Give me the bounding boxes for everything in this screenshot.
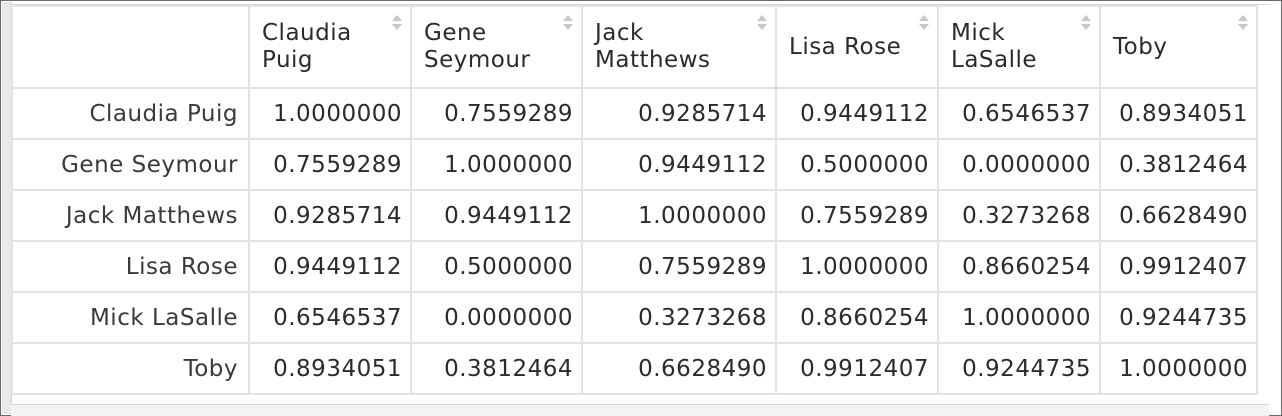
horizontal-scrollbar-track[interactable] <box>11 404 1269 416</box>
column-header-label: Lisa Rose <box>789 33 902 60</box>
row-header-cell: Claudia Puig <box>11 87 250 140</box>
header-row: Claudia Puig Gene Seymour Jack Matthews … <box>11 5 1258 89</box>
row-header-cell: Lisa Rose <box>11 240 250 293</box>
sort-arrows-icon[interactable] <box>919 15 929 33</box>
table-cell: 0.9244735 <box>1099 291 1258 344</box>
table-cell: 1.0000000 <box>410 138 583 191</box>
table-row: Claudia Puig 1.0000000 0.7559289 0.92857… <box>11 87 1258 140</box>
table-cell: 0.6546537 <box>937 87 1101 140</box>
column-header-toby[interactable]: Toby <box>1099 5 1258 89</box>
table-cell: 1.0000000 <box>775 240 939 293</box>
correlation-table: Claudia Puig Gene Seymour Jack Matthews … <box>11 5 1258 395</box>
table-cell: 0.6546537 <box>248 291 412 344</box>
table-row: Gene Seymour 0.7559289 1.0000000 0.94491… <box>11 138 1258 191</box>
table-row: Mick LaSalle 0.6546537 0.0000000 0.32732… <box>11 291 1258 344</box>
table-cell: 0.8660254 <box>937 240 1101 293</box>
column-header-jack-matthews[interactable]: Jack Matthews <box>581 5 777 89</box>
table-cell: 0.7559289 <box>775 189 939 242</box>
table-cell: 1.0000000 <box>581 189 777 242</box>
table-cell: 0.3812464 <box>1099 138 1258 191</box>
table-row: Lisa Rose 0.9449112 0.5000000 0.7559289 … <box>11 240 1258 293</box>
table-cell: 0.8660254 <box>775 291 939 344</box>
column-header-gene-seymour[interactable]: Gene Seymour <box>410 5 583 89</box>
column-header-label: Toby <box>1113 33 1168 60</box>
column-header-label: Claudia Puig <box>262 20 352 73</box>
sort-arrows-icon[interactable] <box>1238 15 1248 33</box>
table-cell: 0.8934051 <box>248 342 412 395</box>
sort-arrows-icon[interactable] <box>392 15 402 33</box>
table-cell: 0.9912407 <box>1099 240 1258 293</box>
corner-header-cell <box>11 5 250 89</box>
column-header-lisa-rose[interactable]: Lisa Rose <box>775 5 939 89</box>
table-cell: 0.9244735 <box>937 342 1101 395</box>
sort-arrows-icon[interactable] <box>563 15 573 33</box>
table-cell: 0.0000000 <box>937 138 1101 191</box>
table-cell: 0.3273268 <box>937 189 1101 242</box>
table-cell: 0.7559289 <box>248 138 412 191</box>
table-cell: 0.3273268 <box>581 291 777 344</box>
table-cell: 1.0000000 <box>248 87 412 140</box>
column-header-claudia-puig[interactable]: Claudia Puig <box>248 5 412 89</box>
sort-arrows-icon[interactable] <box>757 15 767 33</box>
sort-arrows-icon[interactable] <box>1081 15 1091 33</box>
table-cell: 0.6628490 <box>581 342 777 395</box>
column-header-label: Gene Seymour <box>424 20 531 73</box>
table-cell: 0.9912407 <box>775 342 939 395</box>
top-divider <box>11 4 1271 5</box>
table-cell: 0.9449112 <box>775 87 939 140</box>
table-cell: 0.0000000 <box>410 291 583 344</box>
column-header-mick-lasalle[interactable]: Mick LaSalle <box>937 5 1101 89</box>
table-cell: 0.8934051 <box>1099 87 1258 140</box>
table-cell: 0.9285714 <box>248 189 412 242</box>
table-cell: 0.5000000 <box>775 138 939 191</box>
table-row: Toby 0.8934051 0.3812464 0.6628490 0.991… <box>11 342 1258 395</box>
table-cell: 0.9449112 <box>410 189 583 242</box>
row-header-cell: Toby <box>11 342 250 395</box>
table-row: Jack Matthews 0.9285714 0.9449112 1.0000… <box>11 189 1258 242</box>
table-cell: 0.9285714 <box>581 87 777 140</box>
row-header-cell: Gene Seymour <box>11 138 250 191</box>
row-header-cell: Mick LaSalle <box>11 291 250 344</box>
table-cell: 0.5000000 <box>410 240 583 293</box>
column-header-label: Jack Matthews <box>595 20 711 73</box>
column-header-label: Mick LaSalle <box>951 20 1038 73</box>
table-cell: 0.9449112 <box>581 138 777 191</box>
table-cell: 0.6628490 <box>1099 189 1258 242</box>
table-cell: 0.9449112 <box>248 240 412 293</box>
row-header-cell: Jack Matthews <box>11 189 250 242</box>
table-cell: 1.0000000 <box>1099 342 1258 395</box>
table-cell: 1.0000000 <box>937 291 1101 344</box>
table-cell: 0.7559289 <box>581 240 777 293</box>
table-cell: 0.7559289 <box>410 87 583 140</box>
table-cell: 0.3812464 <box>410 342 583 395</box>
